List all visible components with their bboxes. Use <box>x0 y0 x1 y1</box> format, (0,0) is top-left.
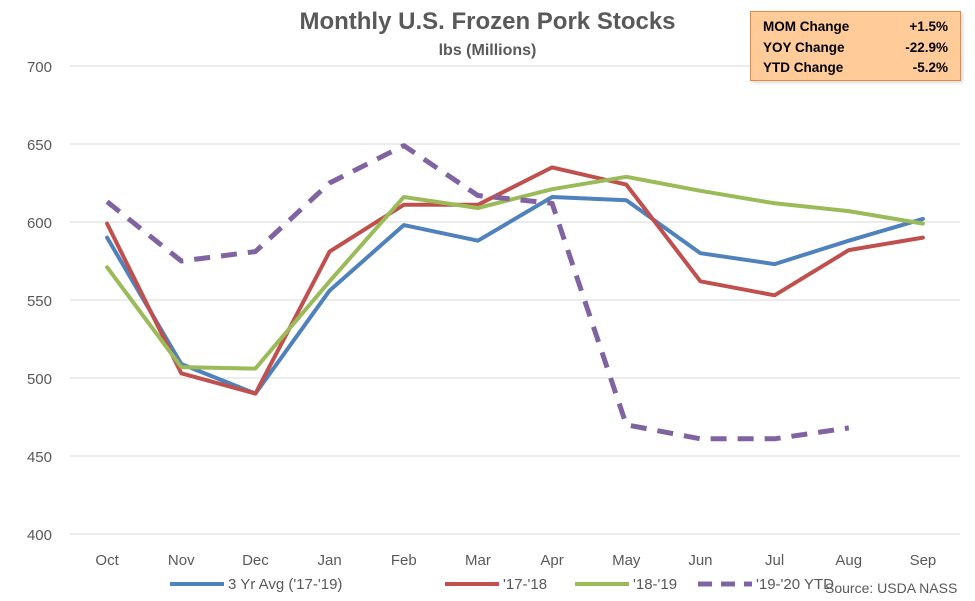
series-lines <box>105 143 925 442</box>
y-tick-label: 600 <box>27 215 52 232</box>
x-tick-label: Jul <box>765 552 784 569</box>
legend-label: '17-'18 <box>503 576 547 593</box>
x-tick-label: Feb <box>391 552 417 569</box>
chart-title: Monthly U.S. Frozen Pork Stocks <box>299 8 676 35</box>
x-tick-label: Sep <box>910 552 937 569</box>
x-tick-label: May <box>612 552 641 569</box>
stat-value: -22.9% <box>905 39 948 55</box>
x-tick-label: Oct <box>95 552 119 569</box>
y-axis-ticks: 400 450 500 550 600 650 700 <box>27 59 52 544</box>
series-line <box>105 143 850 442</box>
legend-label: '18-'19 <box>633 576 677 593</box>
x-tick-label: Aug <box>835 552 862 569</box>
series-line <box>105 165 925 396</box>
x-axis-ticks: Oct Nov Dec Jan Feb Mar Apr May Jun Jul Aug Sep <box>95 552 936 569</box>
x-tick-label: Jan <box>317 552 341 569</box>
y-tick-label: 550 <box>27 293 52 310</box>
chart-subtitle: lbs (Millions) <box>438 42 537 59</box>
legend-label: '19-'20 YTD <box>756 576 834 593</box>
stat-row-yoy: YOY Change -22.9% <box>763 38 948 59</box>
stat-label: YTD Change <box>763 60 844 75</box>
y-tick-label: 400 <box>27 527 52 544</box>
change-summary-box: MOM Change +1.5% YOY Change -22.9% YTD C… <box>750 11 961 81</box>
source-note: Source: USDA NASS <box>825 580 958 596</box>
y-tick-label: 650 <box>27 137 52 154</box>
legend-label: 3 Yr Avg ('17-'19) <box>228 576 342 593</box>
x-tick-label: Nov <box>168 552 195 569</box>
x-tick-label: Mar <box>465 552 491 569</box>
stat-row-ytd: YTD Change -5.2% <box>763 58 948 79</box>
x-tick-label: Apr <box>540 552 563 569</box>
gridlines <box>70 65 960 535</box>
stat-label: YOY Change <box>763 39 845 55</box>
stat-label: MOM Change <box>763 19 850 34</box>
stat-value: +1.5% <box>909 19 948 34</box>
y-tick-label: 500 <box>27 371 52 388</box>
stat-value: -5.2% <box>912 60 948 75</box>
y-tick-label: 450 <box>27 449 52 466</box>
series-line <box>105 174 925 371</box>
y-tick-label: 700 <box>27 59 52 76</box>
x-tick-label: Dec <box>242 552 269 569</box>
x-tick-label: Jun <box>688 552 712 569</box>
series-line <box>105 195 925 396</box>
stat-row-mom: MOM Change +1.5% <box>763 17 948 38</box>
legend: 3 Yr Avg ('17-'19) '17-'18 '18-'19 '19-'20 … <box>170 576 834 593</box>
